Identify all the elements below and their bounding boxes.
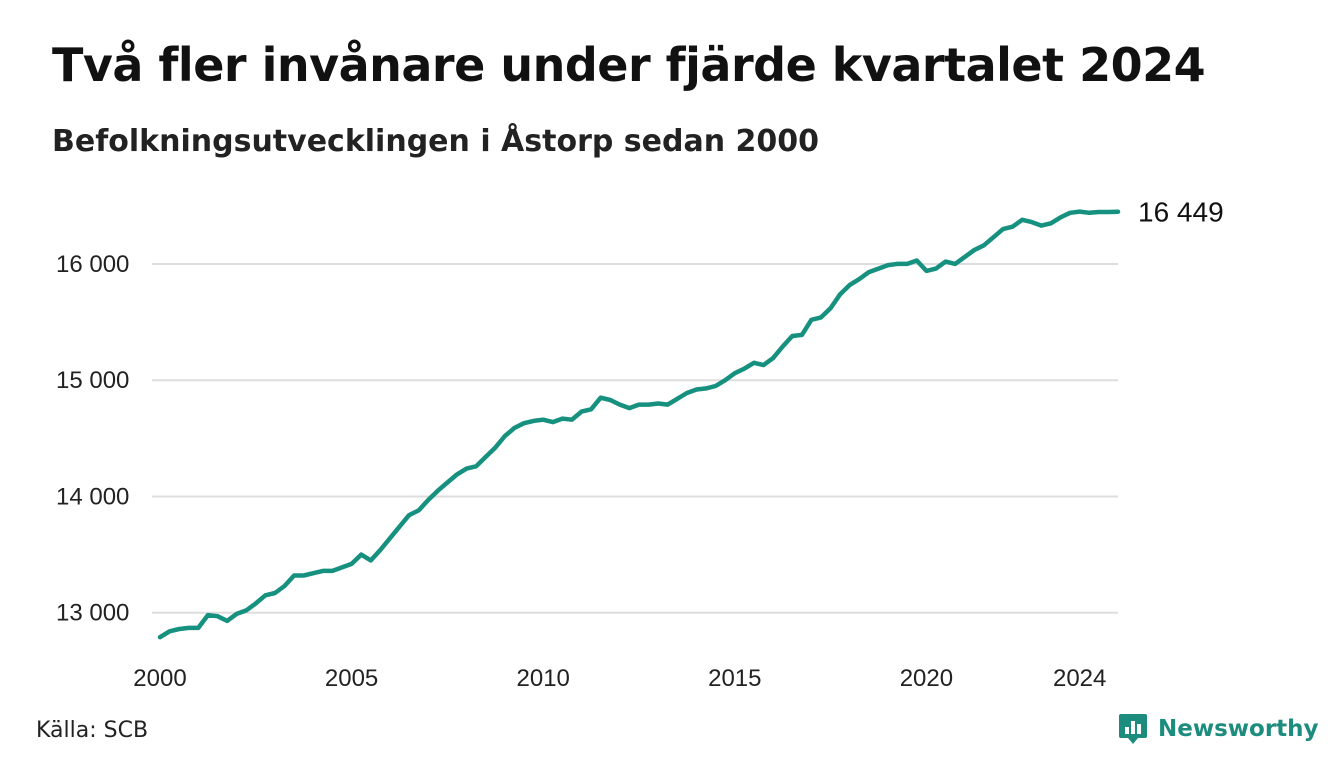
grid-lines <box>152 262 1118 614</box>
brand-name: Newsworthy <box>1158 716 1319 742</box>
y-axis-ticks: 13 000 14 000 15 000 16 000 <box>56 251 129 627</box>
brand-logo: Newsworthy <box>1118 712 1319 746</box>
y-tick-label: 13 000 <box>56 600 129 627</box>
x-tick-label: 2000 <box>133 665 186 692</box>
x-tick-label: 2005 <box>325 665 378 692</box>
y-tick-label: 14 000 <box>56 483 129 510</box>
y-tick-label: 16 000 <box>56 251 129 278</box>
x-tick-label: 2020 <box>900 665 953 692</box>
chart-title: Två fler invånare under fjärde kvartalet… <box>52 38 1206 92</box>
x-tick-label: 2010 <box>517 665 570 692</box>
chart-subtitle: Befolkningsutvecklingen i Åstorp sedan 2… <box>52 124 820 159</box>
line-chart: 13 000 14 000 15 000 16 000 2000 2005 2010 201… <box>56 197 1224 692</box>
x-tick-label: 2024 <box>1053 665 1106 692</box>
x-tick-label: 2015 <box>708 665 761 692</box>
series-line <box>157 209 1121 640</box>
end-value-label: 16 449 <box>1138 197 1224 228</box>
source-label: Källa: SCB <box>36 718 149 743</box>
newsworthy-logo-icon <box>1119 714 1147 744</box>
series-layer <box>157 209 1121 640</box>
x-axis-ticks: 2000 2005 2010 2015 2020 2024 <box>133 665 1106 692</box>
y-tick-label: 15 000 <box>56 367 129 394</box>
